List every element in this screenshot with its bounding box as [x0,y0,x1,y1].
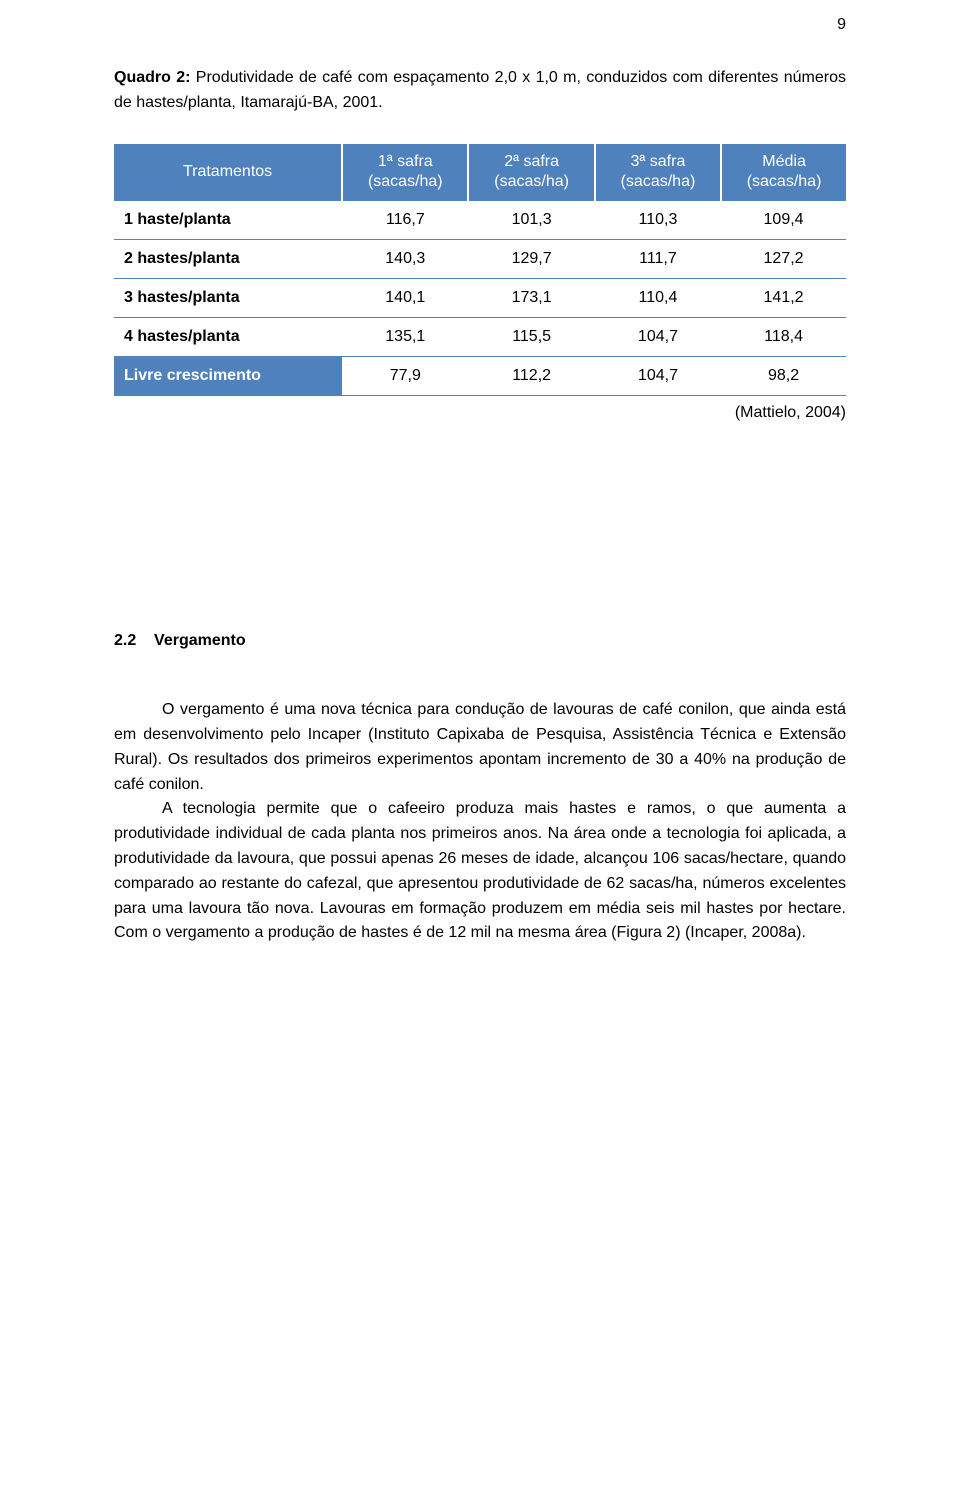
cell: 116,7 [342,201,468,240]
col-safra-1: 1ª safra (sacas/ha) [342,144,468,202]
page: 9 Quadro 2: Produtividade de café com es… [0,0,960,1511]
table-row: 3 hastes/planta 140,1 173,1 110,4 141,2 [114,279,846,318]
paragraph: O vergamento é uma nova técnica para con… [114,698,846,797]
cell: 127,2 [721,240,846,279]
cell: 101,3 [468,201,594,240]
row-label: 1 haste/planta [114,201,342,240]
header-label-line2: (sacas/ha) [494,173,569,190]
header-label-line2: (sacas/ha) [368,173,443,190]
col-media: Média (sacas/ha) [721,144,846,202]
cell: 111,7 [595,240,721,279]
cell: 115,5 [468,318,594,357]
paragraph: A tecnologia permite que o cafeeiro prod… [114,797,846,946]
table-row: 1 haste/planta 116,7 101,3 110,3 109,4 [114,201,846,240]
col-safra-2: 2ª safra (sacas/ha) [468,144,594,202]
section-title: Vergamento [154,632,246,649]
col-tratamentos: Tratamentos [114,144,342,202]
header-label-line2: (sacas/ha) [747,173,822,190]
cell: 173,1 [468,279,594,318]
header-label-line2: (sacas/ha) [621,173,696,190]
table-header: Tratamentos 1ª safra (sacas/ha) 2ª safra… [114,144,846,202]
table-caption: Quadro 2: Produtividade de café com espa… [114,66,846,116]
row-label: Livre crescimento [114,357,342,396]
section-number: 2.2 [114,632,136,649]
table-row: 2 hastes/planta 140,3 129,7 111,7 127,2 [114,240,846,279]
table-body: 1 haste/planta 116,7 101,3 110,3 109,4 2… [114,201,846,396]
caption-text: Produtividade de café com espaçamento 2,… [114,69,846,111]
row-label: 4 hastes/planta [114,318,342,357]
cell: 140,3 [342,240,468,279]
row-label: 3 hastes/planta [114,279,342,318]
body-text: O vergamento é uma nova técnica para con… [114,698,846,946]
cell: 140,1 [342,279,468,318]
cell: 110,3 [595,201,721,240]
header-label-line1: 2ª safra [504,153,559,170]
table-row: Livre crescimento 77,9 112,2 104,7 98,2 [114,357,846,396]
header-label-line1: 3ª safra [631,153,686,170]
cell: 135,1 [342,318,468,357]
page-number: 9 [837,16,846,34]
section-heading: 2.2 Vergamento [114,632,846,650]
cell: 98,2 [721,357,846,396]
cell: 118,4 [721,318,846,357]
header-label: Tratamentos [183,163,272,180]
table-row: 4 hastes/planta 135,1 115,5 104,7 118,4 [114,318,846,357]
header-label-line1: Média [762,153,806,170]
col-safra-3: 3ª safra (sacas/ha) [595,144,721,202]
cell: 77,9 [342,357,468,396]
cell: 104,7 [595,357,721,396]
header-label-line1: 1ª safra [378,153,433,170]
cell: 112,2 [468,357,594,396]
cell: 109,4 [721,201,846,240]
header-row: Tratamentos 1ª safra (sacas/ha) 2ª safra… [114,144,846,202]
cell: 129,7 [468,240,594,279]
table-citation: (Mattielo, 2004) [114,404,846,422]
cell: 141,2 [721,279,846,318]
data-table: Tratamentos 1ª safra (sacas/ha) 2ª safra… [114,144,846,397]
cell: 104,7 [595,318,721,357]
cell: 110,4 [595,279,721,318]
caption-prefix: Quadro 2: [114,69,196,86]
row-label: 2 hastes/planta [114,240,342,279]
